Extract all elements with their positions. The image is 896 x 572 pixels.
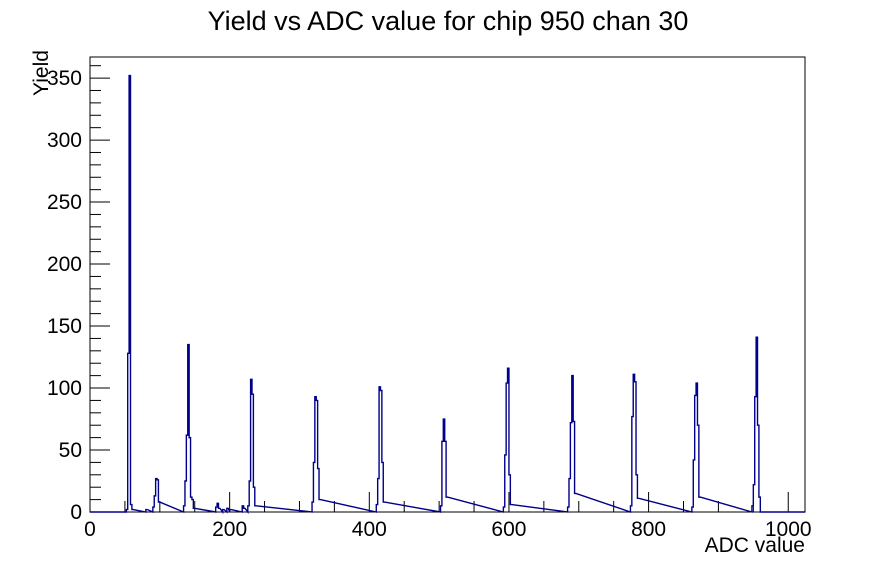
x-axis-title: ADC value bbox=[704, 534, 805, 557]
x-tick-label: 400 bbox=[352, 518, 387, 541]
x-tick-label: 0 bbox=[84, 518, 96, 541]
y-tick-label: 0 bbox=[70, 501, 82, 524]
y-tick-label: 50 bbox=[59, 439, 82, 462]
x-tick-label: 1000 bbox=[765, 518, 812, 541]
x-tick-label: 200 bbox=[212, 518, 247, 541]
histogram-line bbox=[90, 74, 805, 515]
frame-rect bbox=[89, 56, 806, 513]
y-tick-label: 300 bbox=[47, 129, 82, 152]
y-tick-label: 250 bbox=[47, 191, 82, 214]
y-tick-label: 200 bbox=[47, 253, 82, 276]
plot-frame bbox=[89, 56, 806, 513]
axis-ticks bbox=[89, 65, 789, 513]
x-tick-label: 600 bbox=[491, 518, 526, 541]
tick-labels: 0 200 400 600 800 1000 0 50 100 150 200 250 300 350 bbox=[47, 67, 812, 541]
histogram-path bbox=[90, 74, 805, 515]
y-tick-label: 350 bbox=[47, 67, 82, 90]
chart-title: Yield vs ADC value for chip 950 chan 30 bbox=[207, 6, 689, 36]
y-tick-label: 100 bbox=[47, 377, 82, 400]
y-tick-label: 150 bbox=[47, 315, 82, 338]
x-tick-label: 800 bbox=[631, 518, 666, 541]
